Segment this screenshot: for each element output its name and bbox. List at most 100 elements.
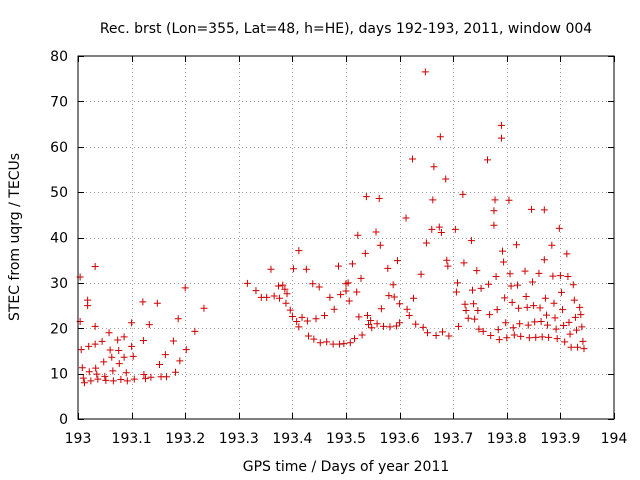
data-point <box>309 280 317 288</box>
x-tick-label: 193.6 <box>380 431 420 447</box>
data-point <box>574 343 582 351</box>
data-point <box>451 225 459 233</box>
data-point <box>147 373 155 381</box>
data-point <box>315 283 323 291</box>
data-point <box>444 262 452 270</box>
data-point <box>79 374 87 382</box>
data-point <box>380 322 388 330</box>
data-point <box>344 279 352 287</box>
data-point <box>312 315 320 323</box>
y-tick-label: 70 <box>50 94 68 110</box>
data-point <box>283 290 291 298</box>
data-point <box>548 241 556 249</box>
data-point <box>172 368 180 376</box>
data-point <box>408 155 416 163</box>
data-point <box>353 288 361 296</box>
data-point <box>542 311 550 319</box>
data-point <box>372 228 380 236</box>
data-point <box>569 281 577 289</box>
data-point <box>523 303 531 311</box>
data-point <box>564 273 572 281</box>
data-point <box>289 265 297 273</box>
data-point <box>486 311 494 319</box>
data-point <box>497 134 505 142</box>
data-point <box>514 281 522 289</box>
data-point <box>365 321 373 329</box>
data-point <box>505 196 513 204</box>
data-point <box>120 333 128 341</box>
data-point <box>84 296 92 304</box>
data-point <box>490 207 498 215</box>
data-point <box>140 371 148 379</box>
data-point <box>530 302 538 310</box>
data-point <box>243 279 251 287</box>
data-point <box>114 336 122 344</box>
data-point <box>436 133 444 141</box>
data-point <box>139 337 147 345</box>
data-point <box>521 267 529 275</box>
data-point <box>503 334 511 342</box>
x-tick-label: 193.5 <box>326 431 366 447</box>
data-point <box>276 294 284 302</box>
y-tick-label: 30 <box>50 276 68 292</box>
data-point <box>367 317 375 325</box>
x-tick-label: 193.1 <box>112 431 152 447</box>
data-point <box>129 352 137 360</box>
data-point <box>524 321 532 329</box>
y-axis-label: STEC from uqrg / TECUs <box>7 153 23 321</box>
data-point <box>92 364 100 372</box>
data-point <box>541 294 549 302</box>
data-point <box>540 206 548 214</box>
data-point <box>462 307 470 315</box>
data-point <box>390 293 398 301</box>
data-point <box>435 223 443 231</box>
data-point <box>161 351 169 359</box>
data-point <box>516 320 524 328</box>
data-point <box>396 300 404 308</box>
data-point <box>108 353 116 361</box>
data-point <box>497 121 505 129</box>
data-point <box>351 335 359 343</box>
data-point <box>492 273 500 281</box>
data-point <box>139 298 147 306</box>
data-point <box>274 282 282 290</box>
y-tick-label: 0 <box>59 412 68 428</box>
data-point <box>461 300 469 308</box>
data-point <box>421 68 429 76</box>
data-point <box>474 307 482 315</box>
data-point <box>181 284 189 292</box>
data-point <box>120 353 128 361</box>
data-point <box>355 313 363 321</box>
x-tick-label: 193.7 <box>433 431 473 447</box>
data-point <box>87 377 95 385</box>
data-point <box>536 304 544 312</box>
data-point <box>493 306 501 314</box>
data-point <box>501 294 509 302</box>
data-point <box>432 332 440 340</box>
x-tick-label: 193.3 <box>219 431 259 447</box>
data-point <box>553 335 561 343</box>
data-point <box>375 194 383 202</box>
x-tick-label: 193.2 <box>165 431 205 447</box>
data-point <box>298 313 306 321</box>
x-tick-label: 194 <box>601 431 628 447</box>
data-point <box>386 323 394 331</box>
data-point <box>495 336 503 344</box>
data-point <box>403 305 411 313</box>
data-points <box>76 68 588 387</box>
data-point <box>155 361 163 369</box>
x-tick-label: 193.4 <box>272 431 312 447</box>
data-point <box>422 239 430 247</box>
data-point <box>410 294 418 302</box>
data-point <box>468 286 476 294</box>
data-point <box>106 346 114 354</box>
data-point <box>508 298 516 306</box>
data-point <box>358 331 366 339</box>
data-point <box>517 332 525 340</box>
data-point <box>510 331 518 339</box>
data-point <box>389 281 397 289</box>
data-point <box>429 196 437 204</box>
data-point <box>373 320 381 328</box>
x-tick-label: 193.9 <box>540 431 580 447</box>
data-point <box>477 284 485 292</box>
